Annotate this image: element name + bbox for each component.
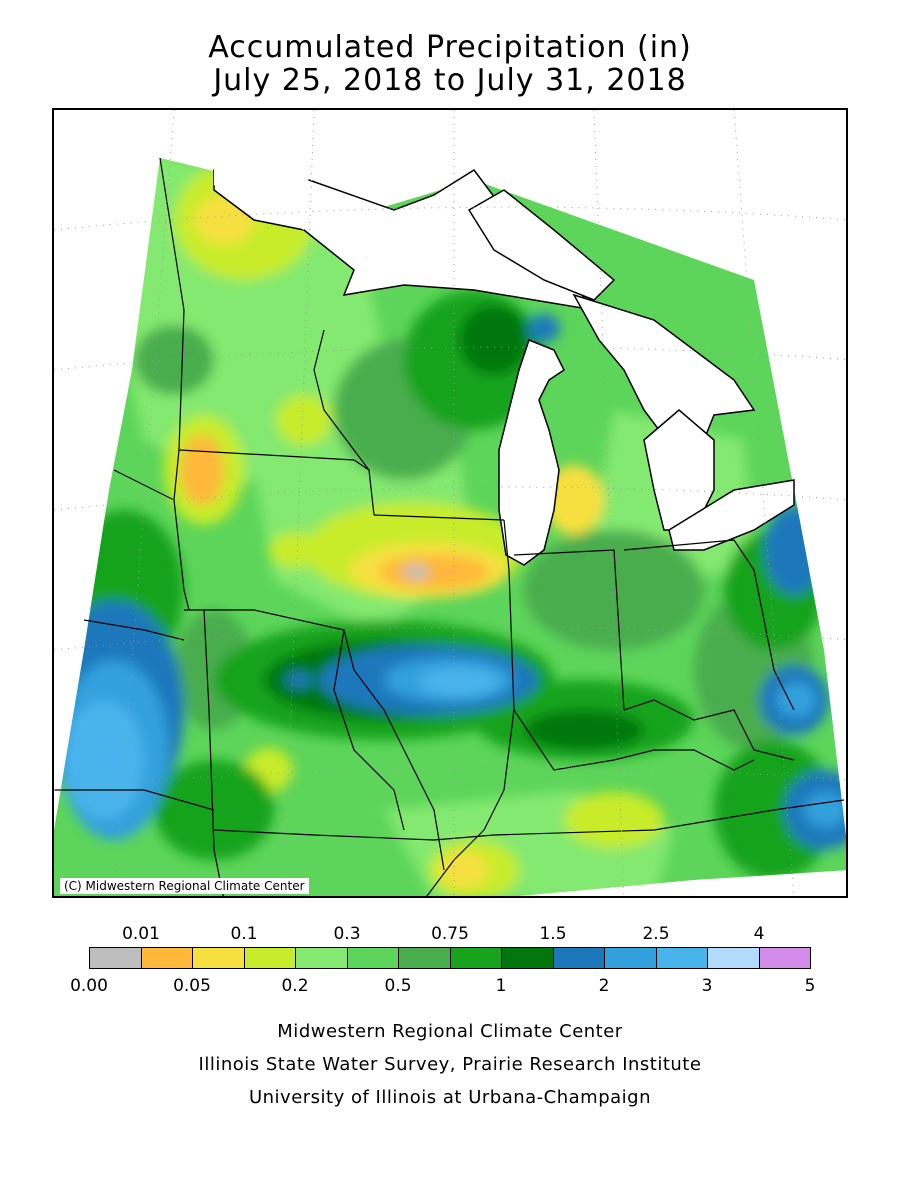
legend-top-label: 0.1	[230, 924, 258, 944]
legend-swatch	[656, 948, 708, 968]
legend-swatch	[296, 948, 348, 968]
legend-bottom-label: 0.05	[173, 976, 211, 996]
legend-top-label: 0.75	[431, 924, 469, 944]
map-svg	[54, 110, 846, 896]
state-boundaries	[54, 157, 845, 896]
legend-top-label: 0.3	[333, 924, 361, 944]
precipitation-map: (C) Midwestern Regional Climate Center	[52, 108, 848, 898]
map-date-range: July 25, 2018 to July 31, 2018	[213, 63, 687, 98]
legend-swatch	[759, 948, 810, 968]
great-lakes	[213, 166, 795, 566]
legend-top-label: 1.5	[539, 924, 567, 944]
legend-swatch	[244, 948, 296, 968]
legend-bottom-label: 0.2	[281, 976, 309, 996]
legend-top-label: 4	[753, 924, 765, 944]
legend-swatch	[193, 948, 245, 968]
legend-bottom-label: 3	[701, 976, 713, 996]
credit-line-3: University of Illinois at Urbana-Champai…	[248, 1087, 652, 1108]
credit-line-1: Midwestern Regional Climate Center	[277, 1021, 623, 1042]
graticule	[54, 110, 846, 896]
legend-bottom-label: 2	[598, 976, 610, 996]
legend-swatch	[502, 948, 554, 968]
legend-swatch	[450, 948, 502, 968]
color-legend: 0.01 0.1 0.3 0.75 1.5 2.5 4 0.00 0.05 0.…	[0, 920, 900, 1020]
legend-swatch	[553, 948, 605, 968]
legend-swatch	[90, 948, 142, 968]
legend-swatch	[399, 948, 451, 968]
map-title: Accumulated Precipitation (in)	[208, 30, 692, 65]
legend-bottom-label: 0.5	[384, 976, 412, 996]
legend-bottom-label: 0.00	[70, 976, 108, 996]
legend-swatch	[708, 948, 760, 968]
legend-swatch	[605, 948, 657, 968]
legend-bottom-label: 5	[804, 976, 816, 996]
legend-swatch	[347, 948, 399, 968]
legend-top-label: 2.5	[642, 924, 670, 944]
credit-line-2: Illinois State Water Survey, Prairie Res…	[198, 1054, 702, 1075]
legend-top-label: 0.01	[122, 924, 160, 944]
legend-color-bar	[89, 947, 811, 969]
map-copyright: (C) Midwestern Regional Climate Center	[60, 878, 309, 894]
legend-swatch	[141, 948, 193, 968]
legend-bottom-label: 1	[495, 976, 507, 996]
